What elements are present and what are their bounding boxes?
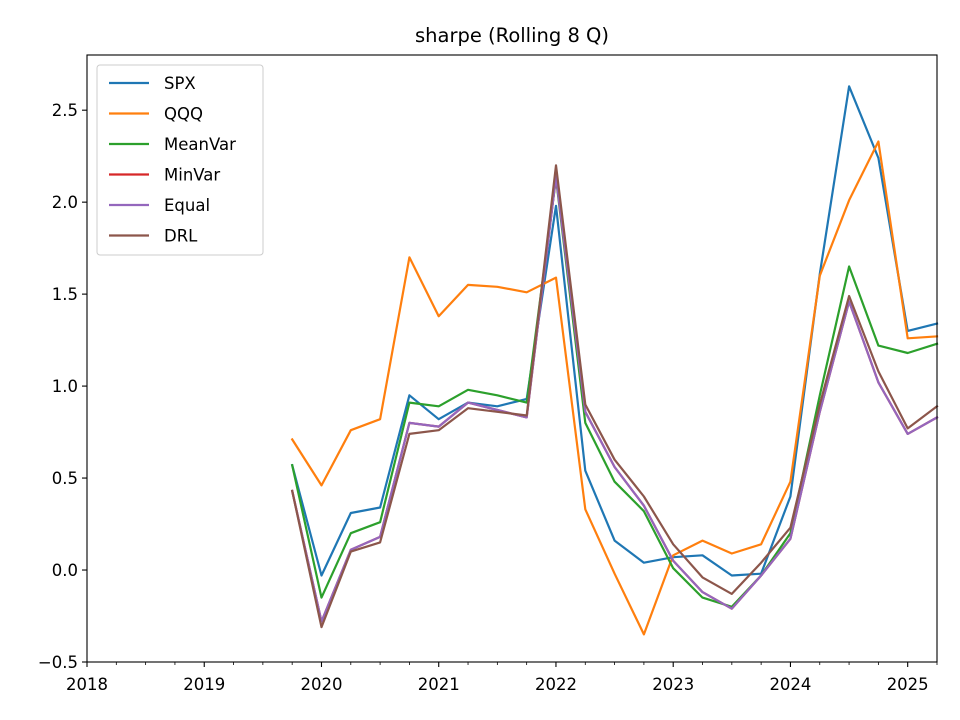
x-tick-label: 2018 [66, 675, 108, 694]
legend-label-meanvar: MeanVar [164, 135, 236, 154]
y-tick-label: 0.5 [52, 469, 78, 488]
legend-label-drl: DRL [164, 227, 198, 246]
x-tick-label: 2022 [535, 675, 577, 694]
x-tick-label: 2025 [887, 675, 929, 694]
x-tick-label: 2019 [183, 675, 225, 694]
legend-label-equal: Equal [164, 196, 210, 215]
x-tick-label: 2021 [418, 675, 460, 694]
series-line-qqq [290, 140, 939, 636]
y-tick-label: 2.5 [52, 101, 78, 120]
series-line-meanvar [290, 177, 939, 608]
y-tick-label: −0.5 [38, 653, 78, 672]
legend-label-spx: SPX [164, 74, 196, 93]
x-tick-label: 2023 [652, 675, 694, 694]
series-line-equal [290, 175, 939, 623]
legend-label-qqq: QQQ [164, 105, 203, 124]
series-line-spx [290, 85, 939, 577]
x-tick-label: 2024 [769, 675, 811, 694]
legend-label-minvar: MinVar [164, 166, 220, 185]
y-tick-label: 1.5 [52, 285, 78, 304]
axes-layer: −0.5 0.0 0.5 1.0 1.5 2.0 2.5 2018 2019 2020 2021 20… [38, 54, 938, 694]
y-tick-label: 2.0 [52, 193, 78, 212]
legend: SPX QQQ MeanVar MinVar Equal DRL [96, 64, 264, 256]
y-tick-label: 0.0 [52, 561, 78, 580]
x-tick-label: 2020 [300, 675, 342, 694]
y-tick-label: 1.0 [52, 377, 78, 396]
axes-frame [86, 54, 938, 663]
series-layer [290, 85, 939, 636]
chart-title: sharpe (Rolling 8 Q) [415, 24, 609, 47]
series-line-drl [290, 164, 939, 629]
